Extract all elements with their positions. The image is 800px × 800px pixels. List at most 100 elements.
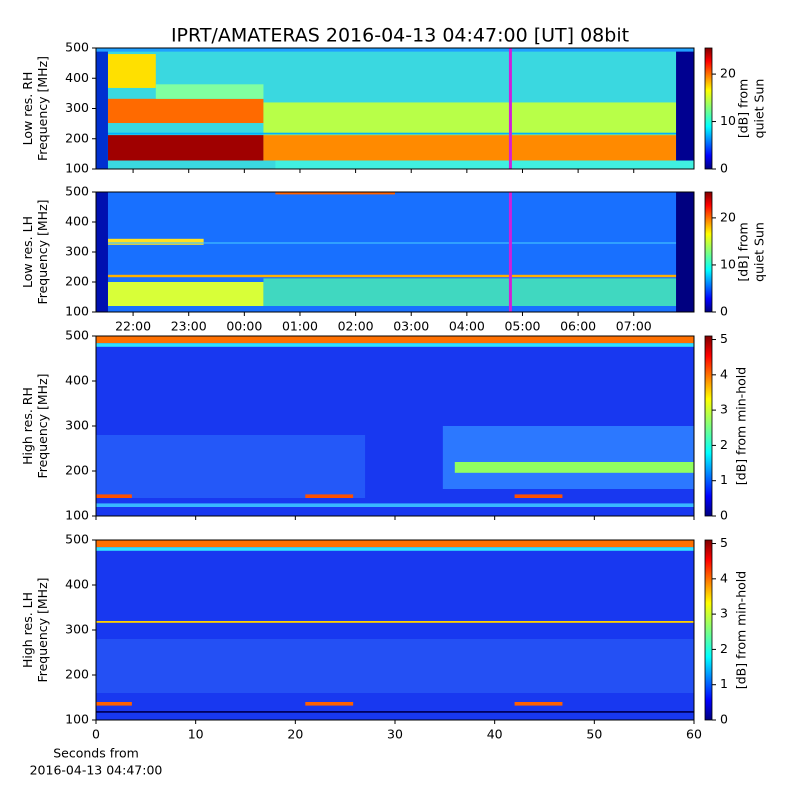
colorbar-tick-label: 3 <box>720 402 728 417</box>
spectrogram-texture <box>514 494 563 498</box>
spectrogram-texture <box>263 102 677 136</box>
y-tick-label: 100 <box>65 161 89 176</box>
spectrogram-texture <box>305 702 354 706</box>
spectrogram-texture <box>96 702 132 706</box>
spectrogram-texture <box>96 132 694 135</box>
y-axis-label: High res. RH <box>20 387 35 465</box>
spectrogram-texture <box>275 192 395 195</box>
colorbar-tick-label: 4 <box>720 570 728 585</box>
y-axis-label: Low res. RH <box>20 72 35 146</box>
x-axis-label: Seconds from <box>53 746 139 761</box>
spectrogram-texture <box>514 702 563 706</box>
y-tick-label: 100 <box>65 712 89 727</box>
colorbar-tick-label: 2 <box>720 437 728 452</box>
y-tick-label: 200 <box>65 667 89 682</box>
panel: 100 200 300 400 500 High res. RH Frequency [MH… <box>20 328 749 523</box>
y-axis-label: Low res. LH <box>20 216 35 288</box>
spectrogram-texture <box>107 282 264 306</box>
x-axis-label: 2016-04-13 04:47:00 <box>30 763 163 778</box>
spectrogram-texture <box>96 621 694 623</box>
x-tick-label: 20 <box>287 727 303 742</box>
y-tick-label: 300 <box>65 418 89 433</box>
spectrogram-texture <box>96 48 694 52</box>
spectrogram-texture <box>107 135 264 161</box>
colorbar-label: [dB] from min-hold <box>734 571 749 689</box>
spectrogram-texture <box>454 462 694 473</box>
y-tick-label: 100 <box>65 508 89 523</box>
spectrogram-texture <box>96 274 694 278</box>
y-tick-label: 200 <box>65 463 89 478</box>
y-tick-label: 500 <box>65 532 89 547</box>
y-tick-label: 500 <box>65 184 89 199</box>
colorbar-tick-label: 2 <box>720 641 728 656</box>
spectrogram-texture <box>155 84 264 99</box>
y-tick-label: 500 <box>65 40 89 55</box>
colorbar-tick-label: 20 <box>720 66 736 81</box>
colorbar-label: [dB] from <box>736 222 751 281</box>
y-axis-label: High res. LH <box>20 592 35 668</box>
colorbar-tick-label: 1 <box>720 676 728 691</box>
spectrogram-texture <box>442 426 694 489</box>
x-tick-label: 01:00 <box>282 319 318 334</box>
y-axis-label: Frequency [MHz] <box>35 577 50 682</box>
x-tick-label: 07:00 <box>616 319 652 334</box>
spectrogram-texture <box>96 503 694 507</box>
spectrogram-texture <box>96 336 694 344</box>
colorbar-tick-label: 5 <box>720 535 728 550</box>
spectrogram-texture <box>96 343 694 347</box>
colorbar-tick-label: 10 <box>720 113 736 128</box>
spectrogram-texture <box>263 278 677 306</box>
spectrogram-texture <box>107 54 156 88</box>
spectrogram-texture <box>96 192 108 312</box>
spectrogram-texture <box>96 494 132 498</box>
spectrogram-texture <box>107 238 204 245</box>
colorbar-label: quiet Sun <box>752 79 767 139</box>
y-tick-label: 100 <box>65 304 89 319</box>
y-axis-label: Frequency [MHz] <box>35 373 50 478</box>
spectrogram-texture <box>676 48 694 169</box>
colorbar-tick-label: 0 <box>720 508 728 523</box>
colorbar-tick-label: 0 <box>720 712 728 727</box>
y-tick-label: 400 <box>65 577 89 592</box>
spectrogram-texture <box>263 135 677 161</box>
x-tick-label: 05:00 <box>504 319 540 334</box>
y-tick-label: 200 <box>65 274 89 289</box>
y-tick-label: 300 <box>65 100 89 115</box>
spectrogram-texture <box>275 160 694 169</box>
colorbar-tick-label: 4 <box>720 366 728 381</box>
colorbar-label: [dB] from min-hold <box>734 367 749 485</box>
colorbar-tick-label: 5 <box>720 331 728 346</box>
y-tick-label: 400 <box>65 373 89 388</box>
y-tick-label: 300 <box>65 244 89 259</box>
y-tick-label: 400 <box>65 214 89 229</box>
x-tick-label: 10 <box>188 727 204 742</box>
x-tick-label: 04:00 <box>449 319 485 334</box>
colorbar-tick-label: 20 <box>720 209 736 224</box>
colorbar-tick-label: 1 <box>720 472 728 487</box>
x-tick-label: 02:00 <box>338 319 374 334</box>
spectrogram-texture <box>96 242 694 244</box>
x-tick-label: 60 <box>686 727 702 742</box>
x-tick-label: 30 <box>387 727 403 742</box>
colorbar <box>704 335 713 517</box>
y-axis-label: Frequency [MHz] <box>35 199 50 304</box>
x-tick-label: 03:00 <box>393 319 429 334</box>
x-tick-label: 22:00 <box>115 319 151 334</box>
colorbar-tick-label: 0 <box>720 161 728 176</box>
y-tick-label: 500 <box>65 328 89 343</box>
y-tick-label: 400 <box>65 70 89 85</box>
colorbar <box>704 47 713 170</box>
spectrogram-texture <box>96 48 108 169</box>
x-tick-label: 23:00 <box>171 319 207 334</box>
spectrogram-texture <box>96 540 694 548</box>
colorbar-label: quiet Sun <box>752 222 767 282</box>
spectrogram-texture <box>107 98 264 124</box>
colorbar <box>704 191 713 313</box>
x-tick-label: 00:00 <box>226 319 262 334</box>
title: IPRT/AMATERAS 2016-04-13 04:47:00 [UT] 0… <box>171 25 629 47</box>
spectrogram-texture <box>96 547 694 551</box>
x-tick-label: 0 <box>92 727 100 742</box>
x-tick-label: 06:00 <box>560 319 596 334</box>
